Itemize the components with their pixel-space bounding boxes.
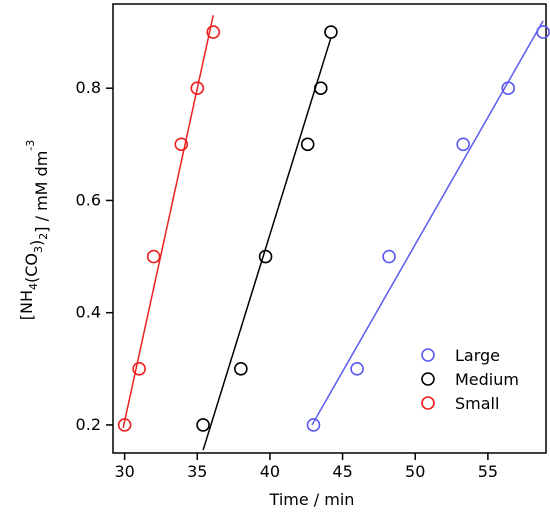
legend-label: Large	[455, 346, 500, 365]
fit-lines	[122, 15, 544, 451]
data-point-medium	[196, 418, 210, 432]
x-axis-label: Time / min	[269, 490, 355, 509]
y-axis-label: [NH4(CO3)2] / mM dm-3	[17, 140, 51, 321]
plot-frame	[112, 3, 547, 454]
y-tick-label: 0.8	[76, 78, 101, 97]
data-point-small	[174, 137, 189, 152]
x-tick-label: 35	[187, 462, 207, 481]
data-point-large	[306, 418, 321, 432]
data-point-small	[132, 362, 146, 376]
data-point-medium	[324, 25, 338, 39]
data-point-small	[146, 249, 161, 264]
x-tick-label: 45	[332, 462, 352, 481]
data-point-small	[190, 81, 205, 95]
data-point-large	[501, 81, 516, 95]
fit-line-small	[122, 15, 214, 428]
y-tick-label: 0.2	[76, 415, 101, 434]
legend: Large Medium Small	[421, 346, 519, 413]
data-point-medium	[300, 137, 315, 152]
fit-line-medium	[202, 37, 332, 451]
data-point-large	[350, 362, 364, 376]
y-tick-label: 0.6	[76, 190, 101, 209]
x-tick-label: 40	[260, 462, 280, 481]
data-points	[117, 25, 550, 432]
y-tick-label: 0.4	[76, 303, 101, 322]
data-point-large	[456, 137, 470, 152]
fit-line-large	[311, 20, 544, 426]
legend-marker	[421, 372, 435, 386]
legend-marker	[421, 396, 435, 410]
data-point-large	[536, 25, 550, 39]
data-point-medium	[234, 362, 248, 376]
x-tick-label: 50	[405, 462, 425, 481]
x-axis: 30 35 40 45 50 55	[114, 453, 498, 481]
data-point-small	[206, 25, 221, 39]
data-point-medium	[258, 249, 273, 264]
data-point-small	[117, 418, 132, 432]
y-axis: 0.2 0.4 0.6 0.8	[76, 78, 113, 434]
legend-label: Medium	[455, 370, 519, 389]
data-point-large	[382, 249, 396, 264]
x-tick-label: 30	[114, 462, 134, 481]
data-point-medium	[313, 81, 328, 95]
legend-marker	[421, 348, 435, 362]
x-tick-label: 55	[478, 462, 498, 481]
legend-label: Small	[455, 394, 499, 413]
